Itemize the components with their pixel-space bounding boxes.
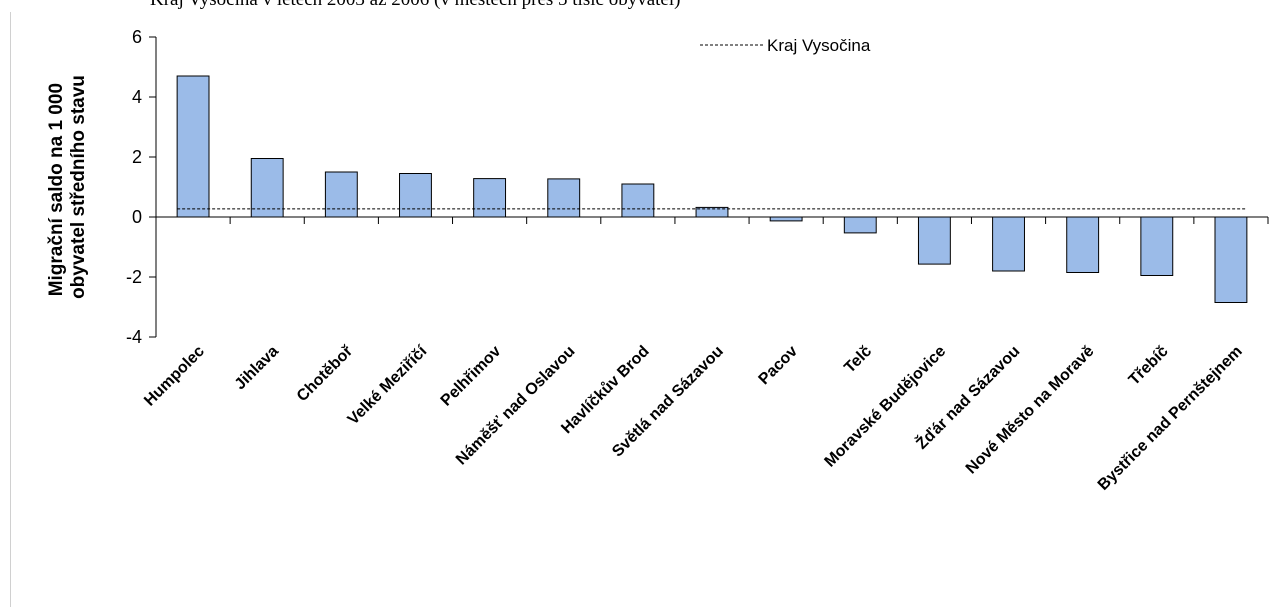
category-label: Bystřice nad Pernštejnem xyxy=(1095,343,1246,494)
bar xyxy=(1066,216,1100,273)
bar xyxy=(324,171,358,218)
bar xyxy=(473,178,507,218)
bar xyxy=(1214,216,1248,303)
category-label: Nové Město na Moravě xyxy=(963,343,1098,478)
y-axis-title-line-2: obyvatel středního stavu xyxy=(68,75,89,299)
y-tick-label: 4 xyxy=(132,87,142,107)
left-border-line xyxy=(10,12,11,607)
bar xyxy=(547,178,581,218)
category-label: Třebíč xyxy=(1126,343,1172,389)
caption-fragment: Kraj Vysočina v letech 2003 až 2006 (v m… xyxy=(0,0,1280,12)
y-tick-label: -4 xyxy=(126,327,142,347)
y-axis-ticks: 6 4 2 0 -2 -4 xyxy=(126,27,156,347)
category-label: Velké Meziříčí xyxy=(345,342,431,428)
category-label: Jihlava xyxy=(232,343,282,393)
category-label: Telč xyxy=(841,343,875,377)
caption-fragment-text: Kraj Vysočina v letech 2003 až 2006 (v m… xyxy=(150,0,680,11)
bar xyxy=(769,216,803,222)
bar xyxy=(1140,216,1174,276)
category-label: Náměšť nad Oslavou xyxy=(453,343,579,469)
bar xyxy=(399,173,432,218)
category-label: Pelhřimov xyxy=(438,343,505,410)
y-axis-title-line-1: Migrační saldo na 1 000 xyxy=(46,83,67,296)
bar xyxy=(917,216,951,265)
x-axis-ticks xyxy=(229,217,1269,224)
bars xyxy=(176,75,1248,303)
legend-label: Kraj Vysočina xyxy=(767,36,871,55)
bar xyxy=(250,158,284,218)
category-label: Chotěboř xyxy=(294,342,357,405)
bar xyxy=(843,216,877,234)
y-tick-label: 2 xyxy=(132,147,142,167)
bar xyxy=(621,183,655,218)
category-label: Moravské Budějovice xyxy=(822,343,950,471)
y-tick-label: 0 xyxy=(132,207,142,227)
y-axis-title: Migrační saldo na 1 000 obyvatel střední… xyxy=(46,75,89,299)
legend: Kraj Vysočina xyxy=(700,36,871,55)
y-tick-label: 6 xyxy=(132,27,142,47)
bar xyxy=(176,75,210,218)
bar xyxy=(992,216,1025,272)
category-label: Pacov xyxy=(756,343,801,388)
category-label: Humpolec xyxy=(141,343,208,410)
y-tick-label: -2 xyxy=(126,267,142,287)
